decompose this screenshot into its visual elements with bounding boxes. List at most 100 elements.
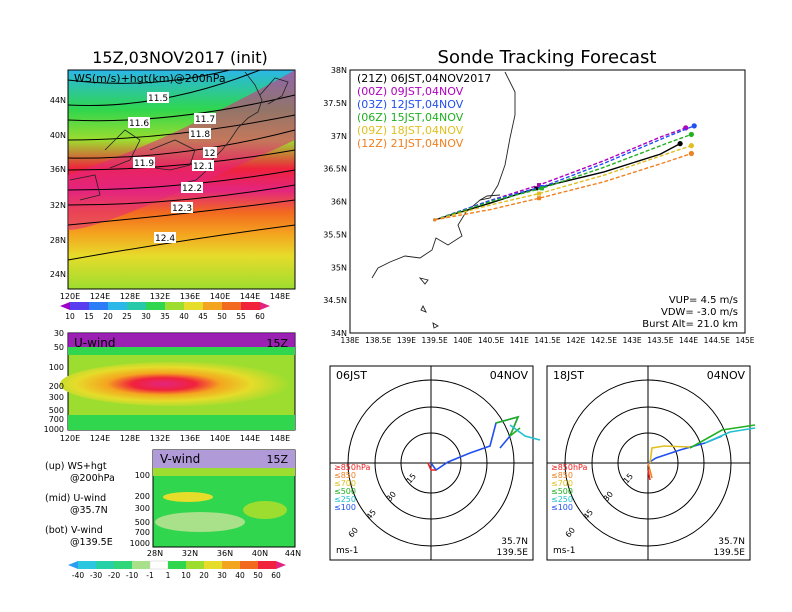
track-lon-tick: 142.5E [591,336,617,345]
svg-text:55: 55 [236,312,246,321]
svg-text:124E: 124E [90,434,110,443]
svg-text:132E: 132E [150,292,170,301]
track-lon-tick: 143E [623,336,642,345]
svg-text:(bot) V-wind: (bot) V-wind [45,525,103,536]
track-coastline [371,71,516,329]
svg-text:1000: 1000 [44,425,64,434]
track-line-0 [434,143,681,221]
svg-text:35: 35 [160,312,170,321]
svg-text:06JST: 06JST [336,369,367,382]
track-end-point-3 [688,131,694,138]
svg-text:44N: 44N [285,549,301,558]
svg-text:≤100: ≤100 [551,503,573,512]
svg-text:100: 100 [49,363,64,372]
svg-text:700: 700 [49,415,64,424]
svg-text:200: 200 [49,382,64,391]
svg-text:ms-1: ms-1 [553,546,575,556]
svg-text:@139.5E: @139.5E [70,537,113,548]
legend-06z: (06Z) 15JST,04NOV [357,111,464,124]
svg-text:139.5E: 139.5E [714,548,746,558]
uwind-panel: U-wind 15Z [60,332,296,431]
track-params: VUP= 4.5 m/s VDW= -3.0 m/s Burst Alt= 21… [642,295,738,330]
svg-text:40N: 40N [50,131,66,140]
svg-text:44N: 44N [50,96,66,105]
svg-text:04NOV: 04NOV [490,369,529,382]
svg-text:148E: 148E [270,292,290,301]
svg-text:140E: 140E [210,434,230,443]
svg-text:10: 10 [65,312,75,321]
svg-text:32N: 32N [50,201,66,210]
vwind-time: 15Z [266,453,288,466]
svg-text:500: 500 [49,406,64,415]
track-lon-ticks: 138E 138.5E 139E 139.5E 140E 140.5E 141E 141.5E… [340,336,754,345]
track-mid-point-1 [537,183,542,188]
svg-text:30: 30 [217,571,227,580]
track-lon-tick: 144E [679,336,698,345]
svg-text:144E: 144E [240,292,260,301]
svg-text:≤250: ≤250 [334,495,356,504]
svg-text:45: 45 [198,312,208,321]
track-end-point-2 [691,123,697,129]
track-lon-tick: 139E [397,336,416,345]
svg-text:≤850: ≤850 [334,471,356,480]
map-title: 15Z,03NOV2017 (init) [92,48,268,67]
svg-text:11.9: 11.9 [134,159,154,169]
svg-text:36N: 36N [217,549,233,558]
svg-text:≤700: ≤700 [551,479,573,488]
svg-text:35.7N: 35.7N [718,537,745,547]
svg-text:≥850hPa: ≥850hPa [334,463,371,472]
track-lat-tick: 37.5N [323,99,347,108]
svg-text:50: 50 [54,343,64,352]
svg-text:25: 25 [122,312,132,321]
svg-text:32N: 32N [182,549,198,558]
svg-text:-30: -30 [90,571,102,580]
svg-text:1: 1 [166,571,171,580]
svg-text:-20: -20 [108,571,120,580]
hodo-left-levels: ≥850hPa ≤850 ≤700 ≤500 ≤250 ≤100 [334,463,371,512]
wind-colorbar [68,560,286,570]
uwind-lon-ticks: 120E 124E 128E 132E 136E 140E 144E 148E [60,434,290,443]
svg-text:120E: 120E [60,292,80,301]
track-lon-tick: 143.5E [647,336,673,345]
svg-text:-40: -40 [72,571,84,580]
svg-text:≤500: ≤500 [551,487,573,496]
svg-text:-1: -1 [146,571,154,580]
svg-text:20: 20 [103,312,113,321]
panel-notes: (up) WS+hgt @200hPa (mid) U-wind @35.7N … [45,461,115,548]
track-end-point-0 [677,141,683,147]
uwind-p-ticks: 30 50 100 200 300 500 700 1000 [44,329,64,434]
svg-text:≤700: ≤700 [334,479,356,488]
track-lon-tick: 141.5E [534,336,560,345]
svg-text:12: 12 [204,149,215,159]
track-line-4 [434,144,692,221]
uwind-label: U-wind [74,336,115,350]
svg-text:11.5: 11.5 [148,94,168,104]
map-lon-ticks: 120E 124E 128E 132E 136E 140E 144E 148E [60,292,290,301]
track-start-point-5 [433,218,437,222]
legend-21z: (21Z) 06JST,04NOV2017 [357,72,491,85]
track-lon-tick: 140.5E [478,336,504,345]
uwind-time: 15Z [266,337,288,350]
hodograph-left: 06JST 04NOV ≥850hPa ≤850 ≤700 ≤500 ≤250 … [329,365,541,561]
track-line-5 [434,152,692,221]
track-mid-point-3 [539,186,544,191]
svg-text:300: 300 [135,504,150,513]
svg-text:-10: -10 [126,571,138,580]
svg-text:(mid) U-wind: (mid) U-wind [45,493,106,504]
legend-09z: (09Z) 18JST,04NOV [357,124,464,137]
ws-colorbar-labels: 10 15 20 25 30 35 40 45 50 55 60 [65,312,265,321]
svg-text:40: 40 [179,312,189,321]
svg-text:≤100: ≤100 [334,503,356,512]
track-lat-tick: 34.5N [323,296,347,305]
svg-text:1000: 1000 [130,539,150,548]
svg-text:40N: 40N [252,549,268,558]
svg-text:136E: 136E [180,292,200,301]
track-plot-frame [349,69,746,334]
svg-text:60: 60 [255,312,265,321]
svg-text:12.2: 12.2 [182,184,202,194]
svg-text:12.1: 12.1 [193,162,213,172]
svg-text:144E: 144E [240,434,260,443]
track-lon-tick: 142E [566,336,585,345]
track-lat-tick: 35N [331,263,347,272]
svg-text:128E: 128E [120,434,140,443]
